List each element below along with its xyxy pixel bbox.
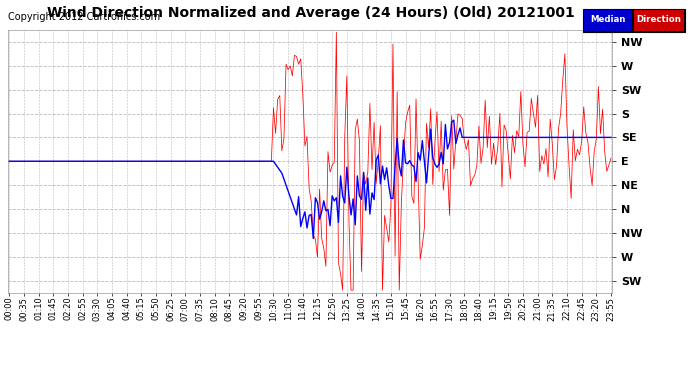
Text: Median: Median bbox=[591, 15, 626, 24]
Text: Copyright 2012 Cartronics.com: Copyright 2012 Cartronics.com bbox=[8, 12, 160, 22]
Bar bbox=[584, 10, 632, 31]
Text: Wind Direction Normalized and Average (24 Hours) (Old) 20121001: Wind Direction Normalized and Average (2… bbox=[47, 6, 574, 20]
Bar bbox=[634, 10, 684, 31]
FancyBboxPatch shape bbox=[583, 9, 685, 32]
Text: Direction: Direction bbox=[637, 15, 682, 24]
